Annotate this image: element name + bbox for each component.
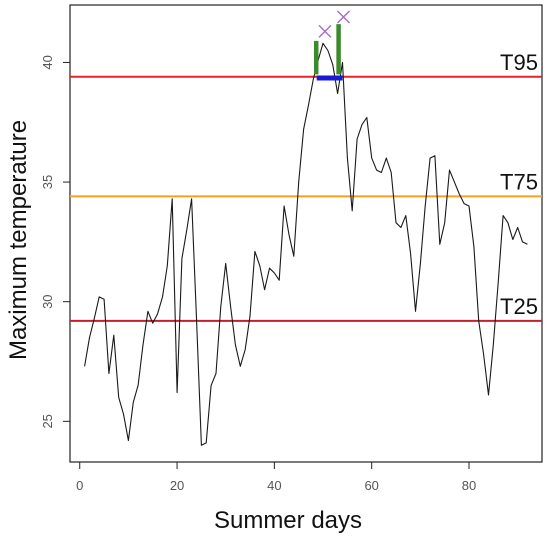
peak-marker-1 <box>336 10 350 24</box>
threshold-label-t25: T25 <box>500 294 538 319</box>
plot-frame <box>69 4 543 463</box>
y-tick-label-40: 40 <box>40 55 55 69</box>
y-tick-label-35: 35 <box>40 175 55 189</box>
x-axis-title: Summer days <box>214 507 362 534</box>
series-line-0 <box>84 42 528 446</box>
x-tick-label-60: 60 <box>364 478 378 493</box>
x-tick-label-0: 0 <box>76 478 83 493</box>
y-tick-label-25: 25 <box>40 414 55 428</box>
threshold-label-t75: T75 <box>500 169 538 194</box>
x-tick-label-20: 20 <box>170 478 184 493</box>
peak-marker-0 <box>318 24 332 38</box>
x-tick-label-40: 40 <box>267 478 281 493</box>
x-tick-label-80: 80 <box>462 478 476 493</box>
y-axis-title: Maximum temperature <box>5 120 32 360</box>
y-tick-label-30: 30 <box>40 294 55 308</box>
threshold-label-t95: T95 <box>500 50 538 75</box>
